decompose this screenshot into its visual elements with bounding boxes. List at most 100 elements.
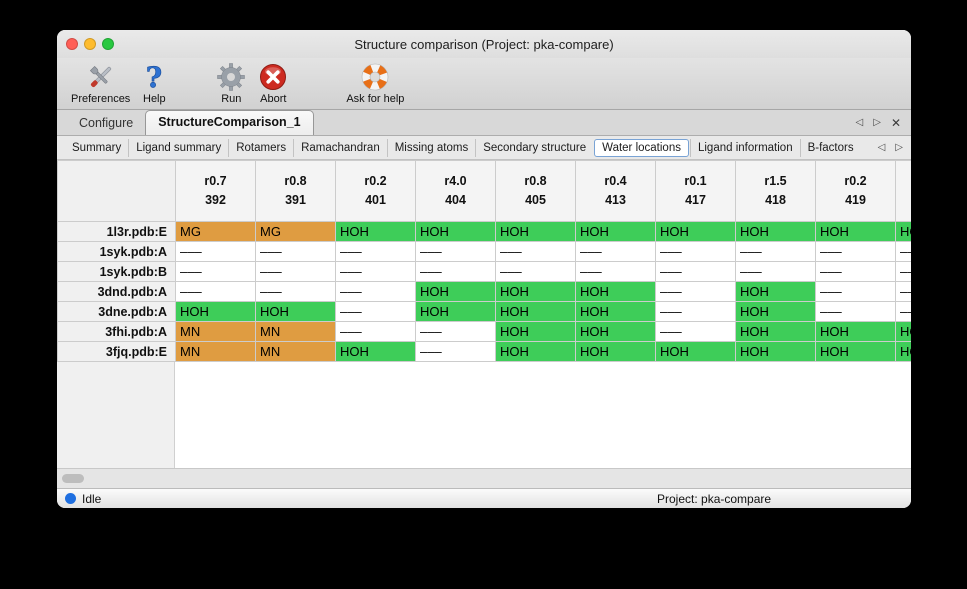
table-cell[interactable]: HOH <box>335 221 416 242</box>
app-window: Structure comparison (Project: pka-compa… <box>57 30 911 508</box>
toolbar-button-label: Ask for help <box>346 93 405 105</box>
table-cell[interactable]: HOH <box>815 221 896 242</box>
table-cell[interactable]: HOH <box>735 221 816 242</box>
table-cell[interactable]: HOH <box>415 221 496 242</box>
table-cell[interactable]: ––– <box>815 281 896 302</box>
table-cell[interactable]: HOH <box>575 321 656 342</box>
table-cell[interactable]: HOH <box>495 341 576 362</box>
table-cell[interactable]: HOH <box>255 301 336 322</box>
subtab-b-factors[interactable]: B-factors <box>799 138 861 157</box>
toolbar-button-help[interactable]: ? Help <box>136 61 172 106</box>
table-cell[interactable]: HOH <box>415 301 496 322</box>
toolbar-button-run[interactable]: Run <box>210 61 252 105</box>
table-cell[interactable]: HOH <box>655 341 736 362</box>
table-cell[interactable]: HOH <box>575 301 656 322</box>
table-cell[interactable]: HOH <box>335 341 416 362</box>
table-cell[interactable]: HOH <box>895 341 911 362</box>
tab-structurecomparison-1[interactable]: StructureComparison_1 <box>145 110 314 135</box>
toolbar-button-preferences[interactable]: Preferences <box>65 61 136 105</box>
table-cell[interactable]: ––– <box>495 261 576 282</box>
table-cell[interactable]: ––– <box>335 241 416 262</box>
table-cell[interactable]: ––– <box>495 241 576 262</box>
zoom-window-button[interactable] <box>102 38 114 50</box>
scrollbar-thumb[interactable] <box>62 474 84 483</box>
table-cell[interactable]: ––– <box>335 321 416 342</box>
table-cell[interactable]: ––– <box>255 261 336 282</box>
table-cell[interactable]: HOH <box>575 221 656 242</box>
table-cell[interactable]: ––– <box>815 261 896 282</box>
table-cell[interactable]: ––– <box>735 241 816 262</box>
table-cell[interactable]: ––– <box>655 281 736 302</box>
toolbar-button-abort[interactable]: Abort <box>252 61 294 105</box>
table-cell[interactable]: HOH <box>495 281 576 302</box>
table-cell[interactable]: ––– <box>815 241 896 262</box>
table-cell[interactable]: ––– <box>255 281 336 302</box>
table-cell[interactable]: ––– <box>895 261 911 282</box>
table-cell[interactable]: HOH <box>735 341 816 362</box>
subtab-ligand-information[interactable]: Ligand information <box>689 138 800 157</box>
table-cell[interactable]: ––– <box>335 261 416 282</box>
table-cell[interactable]: ––– <box>815 301 896 322</box>
subtab-scroll-right-icon[interactable]: ▷ <box>895 142 903 153</box>
horizontal-scrollbar[interactable] <box>57 468 911 488</box>
table-cell[interactable]: ––– <box>895 241 911 262</box>
abort-icon <box>258 61 288 92</box>
minimize-window-button[interactable] <box>84 38 96 50</box>
table-cell[interactable]: ––– <box>735 261 816 282</box>
table-cell[interactable]: HOH <box>495 321 576 342</box>
table-cell[interactable]: HOH <box>735 281 816 302</box>
window-titlebar[interactable]: Structure comparison (Project: pka-compa… <box>57 30 911 58</box>
table-cell[interactable]: HOH <box>815 321 896 342</box>
table-cell[interactable]: ––– <box>255 241 336 262</box>
table-cell[interactable]: ––– <box>655 241 736 262</box>
table-cell[interactable]: ––– <box>895 301 911 322</box>
subtab-ligand-summary[interactable]: Ligand summary <box>128 138 228 157</box>
table-cell[interactable]: HOH <box>495 301 576 322</box>
table-cell[interactable]: ––– <box>575 261 656 282</box>
subtab-missing-atoms[interactable]: Missing atoms <box>386 138 476 157</box>
table-cell[interactable]: ––– <box>655 321 736 342</box>
subtab-secondary-structure[interactable]: Secondary structure <box>475 138 593 157</box>
table-cell[interactable]: ––– <box>175 261 256 282</box>
table-cell[interactable]: ––– <box>575 241 656 262</box>
table-cell[interactable]: MN <box>175 321 256 342</box>
table-cell[interactable]: HOH <box>895 321 911 342</box>
table-cell[interactable]: MN <box>175 341 256 362</box>
tab-close-icon[interactable]: ✕ <box>890 115 901 130</box>
table-cell[interactable]: HOH <box>415 281 496 302</box>
subtab-water-locations[interactable]: Water locations <box>594 138 689 157</box>
table-cell[interactable]: ––– <box>335 301 416 322</box>
table-cell[interactable]: ––– <box>415 241 496 262</box>
table-cell[interactable]: HOH <box>815 341 896 362</box>
table-cell[interactable]: ––– <box>335 281 416 302</box>
tab-configure[interactable]: Configure <box>79 116 134 130</box>
table-cell[interactable]: HOH <box>895 221 911 242</box>
table-cell[interactable]: HOH <box>575 341 656 362</box>
table-cell[interactable]: ––– <box>415 321 496 342</box>
table-cell[interactable]: MN <box>255 321 336 342</box>
table-cell[interactable]: ––– <box>655 261 736 282</box>
table-cell[interactable]: ––– <box>415 341 496 362</box>
subtab-scroll-left-icon[interactable]: ◁ <box>877 142 886 153</box>
subtab-ramachandran[interactable]: Ramachandran <box>293 138 387 157</box>
toolbar-button-ask-for-help[interactable]: Ask for help <box>340 61 410 105</box>
table-cell[interactable]: ––– <box>175 281 256 302</box>
tab-scroll-right-icon[interactable]: ▷ <box>873 117 881 128</box>
table-cell[interactable]: ––– <box>175 241 256 262</box>
table-cell[interactable]: HOH <box>655 221 736 242</box>
subtab-rotamers[interactable]: Rotamers <box>228 138 293 157</box>
table-cell[interactable]: HOH <box>575 281 656 302</box>
table-cell[interactable]: HOH <box>735 301 816 322</box>
close-window-button[interactable] <box>66 38 78 50</box>
table-cell[interactable]: MG <box>255 221 336 242</box>
table-cell[interactable]: MG <box>175 221 256 242</box>
table-cell[interactable]: ––– <box>895 281 911 302</box>
table-cell[interactable]: ––– <box>415 261 496 282</box>
subtab-summary[interactable]: Summary <box>72 141 122 154</box>
table-cell[interactable]: HOH <box>735 321 816 342</box>
table-cell[interactable]: MN <box>255 341 336 362</box>
tab-scroll-left-icon[interactable]: ◁ <box>855 117 864 128</box>
table-cell[interactable]: ––– <box>655 301 736 322</box>
table-cell[interactable]: HOH <box>175 301 256 322</box>
table-cell[interactable]: HOH <box>495 221 576 242</box>
